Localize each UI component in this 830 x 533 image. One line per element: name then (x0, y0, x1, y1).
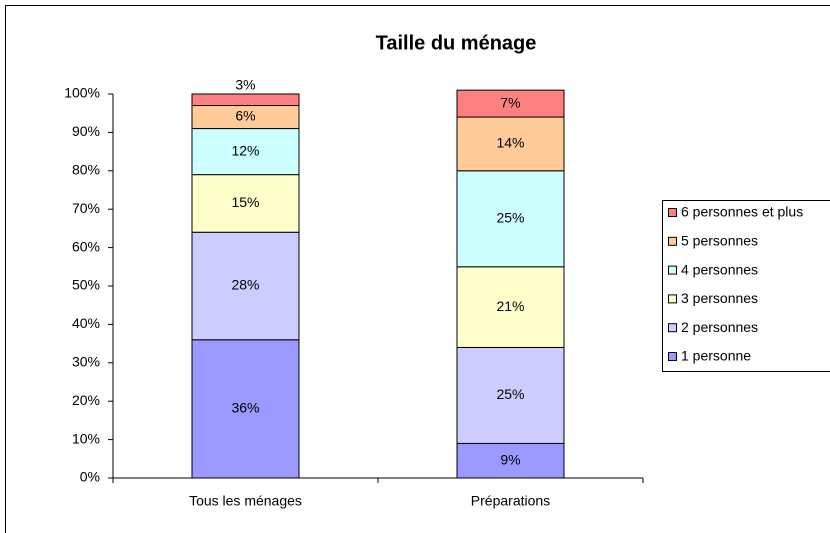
y-tick-label: 70% (72, 200, 100, 216)
bar-segment (191, 231, 300, 341)
bar-segment (456, 170, 565, 268)
y-tick-label: 90% (72, 123, 100, 139)
y-tick-label: 30% (72, 354, 100, 370)
y-tick-label: 50% (72, 277, 100, 293)
data-label: 3% (235, 77, 255, 93)
legend-label: 5 personnes (681, 233, 758, 249)
legend-swatch (668, 265, 677, 275)
y-tick-label: 40% (72, 315, 100, 331)
y-tick-label: 80% (72, 162, 100, 178)
bar-segment (456, 442, 565, 479)
legend-label: 1 personne (681, 348, 751, 364)
bar-segment (191, 339, 300, 479)
x-tick-label: Tous les ménages (189, 493, 302, 509)
legend-label: 6 personnes et plus (681, 204, 803, 220)
data-label: 21% (496, 298, 524, 314)
data-label: 6% (235, 108, 255, 124)
legend-label: 2 personnes (681, 319, 758, 335)
legend-label: 3 personnes (681, 290, 758, 306)
legend-label: 4 personnes (681, 261, 758, 277)
y-tick-label: 60% (72, 238, 100, 254)
bar-segment (456, 89, 565, 118)
data-label: 12% (231, 142, 259, 158)
data-label: 25% (496, 210, 524, 226)
legend-swatch (668, 352, 677, 361)
legend-swatch (668, 323, 677, 333)
legend-swatch (668, 294, 677, 304)
y-tick-label: 100% (64, 85, 100, 101)
bar-segment (456, 346, 565, 444)
bar-segment (456, 266, 565, 348)
data-label: 14% (496, 135, 524, 151)
y-tick-label: 0% (80, 469, 100, 485)
legend-swatch (668, 208, 677, 217)
legend-swatch (668, 236, 677, 246)
y-tick-label: 10% (72, 430, 100, 446)
data-label: 15% (231, 194, 259, 210)
data-label: 7% (500, 94, 520, 110)
y-tick-label: 20% (72, 392, 100, 408)
bar-segment (191, 174, 300, 233)
data-label: 28% (231, 277, 259, 293)
x-tick-label: Préparations (471, 493, 550, 509)
chart-title: Taille du ménage (376, 32, 537, 54)
bar-segment (191, 93, 300, 107)
bar-segment (456, 116, 565, 172)
legend-box (662, 200, 830, 372)
data-label: 9% (500, 451, 520, 467)
data-label: 36% (231, 400, 259, 416)
data-label: 25% (496, 386, 524, 402)
